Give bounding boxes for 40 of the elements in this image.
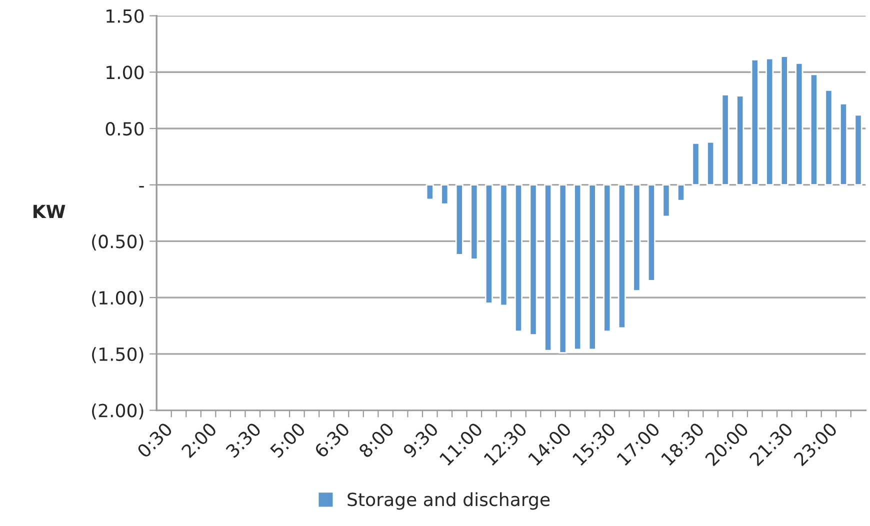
bar (500, 184, 508, 306)
bar (529, 184, 538, 336)
bar (455, 184, 464, 256)
bar (810, 74, 818, 186)
bar (574, 184, 582, 350)
bar (470, 184, 478, 260)
bar (824, 89, 833, 186)
bar (676, 184, 686, 202)
y-tick-label: (1.50) (92, 347, 144, 364)
bar (618, 184, 626, 329)
y-tick-label: 1.50 (106, 9, 144, 23)
bar (736, 95, 744, 186)
bar (706, 141, 715, 186)
bar (558, 184, 567, 354)
bar (854, 114, 862, 186)
y-tick-label: (1.00) (92, 290, 144, 307)
bar (426, 184, 434, 200)
bar (766, 58, 774, 186)
bar (647, 184, 656, 282)
bar (632, 184, 641, 292)
y-tick-label: (2.00) (92, 403, 144, 420)
bar (692, 142, 700, 186)
bar (440, 184, 449, 205)
y-tick-label: (0.50) (92, 234, 144, 250)
y-axis-title: KW (34, 204, 66, 218)
bar (603, 184, 612, 332)
bar (839, 103, 848, 186)
bar (750, 59, 759, 186)
bar (484, 184, 493, 304)
bar (588, 184, 596, 350)
bar (544, 184, 552, 352)
bar (780, 56, 788, 186)
legend-label: Storage and discharge (348, 492, 550, 510)
y-tick-label: - (139, 186, 144, 188)
bar (721, 94, 730, 186)
bar (795, 62, 804, 186)
bar (662, 184, 670, 218)
y-tick-label: 1.00 (106, 66, 144, 80)
bar (514, 184, 523, 332)
y-tick-label: 0.50 (106, 122, 144, 136)
